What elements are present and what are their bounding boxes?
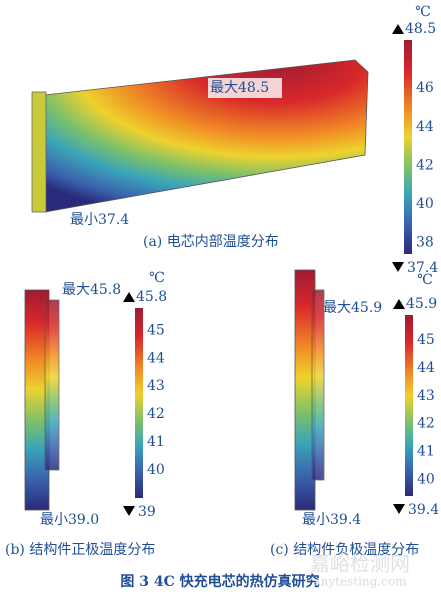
min-label: 最小39.0: [40, 512, 99, 528]
max-value: 45.8: [136, 289, 167, 305]
colorbar: [404, 40, 412, 254]
caption: (a) 电芯内部温度分布: [143, 234, 279, 250]
tick-label: 45: [417, 332, 435, 348]
max-arrow: [123, 292, 135, 302]
caption: (b) 结构件正极温度分布: [5, 542, 155, 558]
tick-label: 40: [417, 471, 435, 487]
max-value: 48.5: [405, 21, 436, 37]
colorbar: [135, 308, 143, 498]
max-label: 最大48.5: [210, 80, 269, 96]
negative-part-side: [311, 289, 325, 481]
cell-tab: [31, 91, 47, 213]
tick-label: 40: [147, 462, 165, 478]
tick-label: 40: [416, 196, 434, 212]
tick-label: 44: [416, 119, 434, 135]
min-label: 最小37.4: [70, 212, 129, 228]
min-value: 39.4: [408, 502, 439, 518]
caption: (c) 结构件负极温度分布: [270, 542, 419, 558]
min-arrow: [393, 504, 405, 514]
tick-label: 43: [147, 378, 165, 394]
unit: ℃: [149, 270, 165, 286]
unit: ℃: [417, 272, 433, 288]
tick-label: 46: [416, 80, 434, 96]
label-bg: [208, 78, 282, 98]
colorbar: [405, 315, 413, 496]
max-label: 最大45.9: [323, 300, 382, 316]
unit: ℃: [415, 4, 431, 20]
min-label: 最小39.4: [302, 512, 361, 528]
tick-label: 44: [147, 350, 165, 366]
min-arrow: [392, 262, 404, 272]
tick-label: 45: [147, 322, 165, 338]
min-value: 37.4: [407, 260, 438, 276]
positive-part-side: [44, 299, 60, 471]
max-arrow: [393, 299, 405, 309]
min-value: 39: [138, 504, 156, 520]
tick-label: 43: [417, 388, 435, 404]
max-arrow: [392, 24, 404, 34]
tick-label: 41: [147, 434, 165, 450]
watermark-url: anytesting.com: [314, 575, 408, 589]
cell-shape: [44, 59, 369, 213]
tick-label: 42: [417, 416, 435, 432]
tick-label: 44: [417, 360, 435, 376]
max-value: 45.9: [406, 296, 437, 312]
min-arrow: [123, 506, 135, 516]
tick-label: 38: [416, 234, 434, 250]
watermark: 嘉峪检测网: [310, 552, 410, 576]
tick-label: 41: [417, 443, 435, 459]
tick-label: 42: [147, 406, 165, 422]
tick-label: 42: [416, 157, 434, 173]
figure-caption: 图 3 4C 快充电芯的热仿真研究: [120, 573, 319, 590]
max-label: 最大45.8: [62, 282, 121, 298]
